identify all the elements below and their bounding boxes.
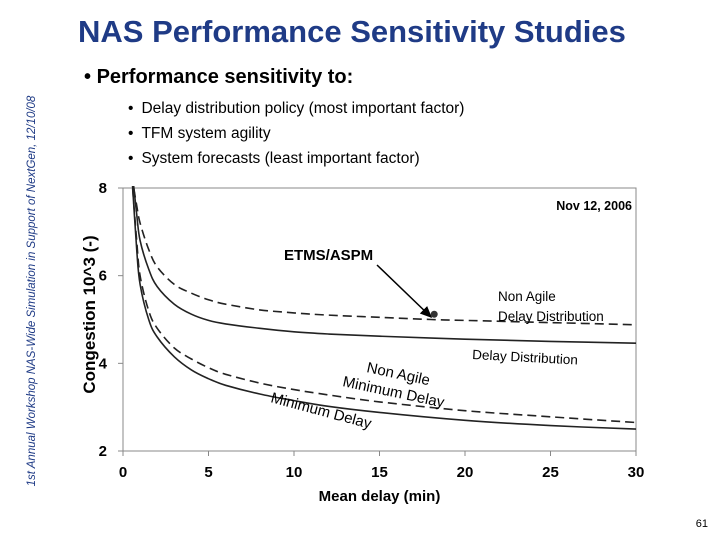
etms-aspm-label: ETMS/ASPM (284, 247, 373, 264)
sub-bullet: TFM system agility (128, 121, 464, 146)
sub-bullet: Delay distribution policy (most importan… (128, 96, 464, 121)
series-line-1 (132, 186, 636, 326)
slide-title: NAS Performance Sensitivity Studies (78, 14, 626, 49)
x-tick-label: 30 (628, 464, 645, 481)
non-agile-delay-dist-label-line1: Non Agile (498, 289, 556, 304)
sub-bullet: System forecasts (least important factor… (128, 146, 464, 171)
date-label: Nov 12, 2006 (556, 199, 632, 213)
series-line-2 (132, 186, 636, 344)
x-tick-label: 0 (119, 464, 127, 481)
sub-bullet-list: Delay distribution policy (most importan… (128, 96, 464, 171)
etms-aspm-arrow (376, 264, 433, 319)
page-number: 61 (695, 518, 708, 530)
x-tick-label: 20 (457, 464, 474, 481)
etms-aspm-point (430, 310, 438, 318)
series-line-4 (131, 186, 636, 430)
delay-dist-label: Delay Distribution (472, 347, 578, 368)
main-bullet: • Performance sensitivity to: (84, 66, 354, 88)
min-delay-label: Minimum Delay (269, 389, 374, 432)
x-tick-label: 5 (204, 464, 212, 481)
y-tick-label: 8 (99, 180, 107, 197)
x-tick-label: 25 (542, 464, 559, 481)
main-bullet-label: Performance sensitivity to: (96, 66, 354, 88)
x-tick-label: 15 (371, 464, 388, 481)
y-tick-label: 6 (99, 268, 107, 285)
x-tick-label: 10 (286, 464, 303, 481)
y-tick-label: 2 (99, 443, 107, 460)
non-agile-delay-dist-label-line2: Delay Distribution (498, 309, 604, 324)
y-tick-label: 4 (99, 355, 108, 372)
x-axis-label: Mean delay (min) (319, 488, 441, 505)
y-axis-label: Congestion 10^3 (-) (80, 235, 99, 393)
